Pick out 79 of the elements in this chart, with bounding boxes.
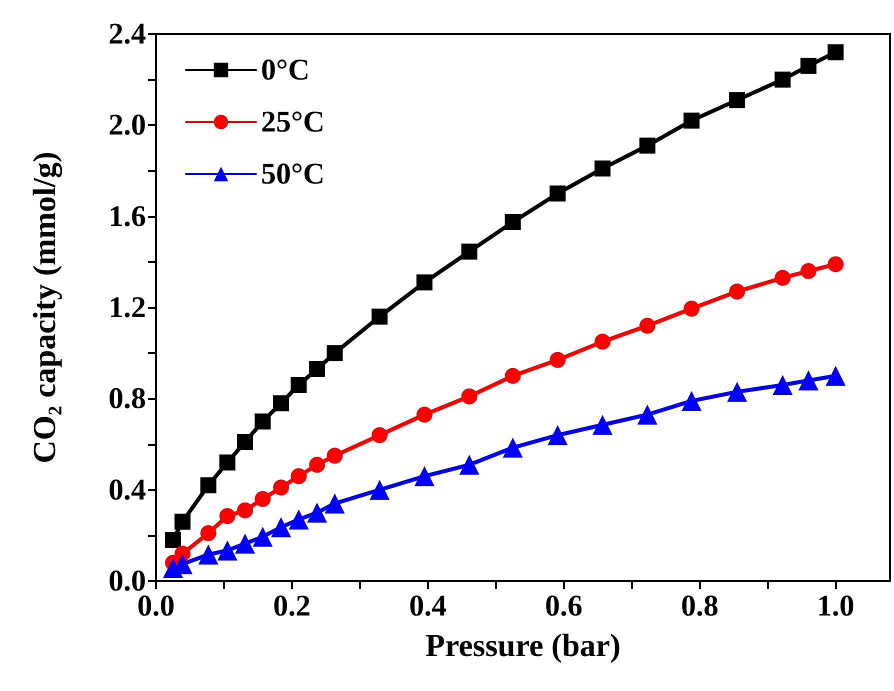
point [774, 72, 791, 88]
point [309, 456, 326, 473]
point [164, 532, 181, 548]
point [372, 427, 388, 444]
x-tick-label: 0.0 [137, 590, 175, 622]
point [727, 382, 748, 402]
point [684, 112, 700, 129]
point [504, 214, 521, 230]
point [639, 318, 656, 334]
point [550, 186, 566, 202]
point [461, 244, 478, 260]
y-tick-label: 2.4 [108, 18, 146, 50]
legend-label: 25°C [261, 106, 325, 138]
point [273, 395, 290, 412]
point [828, 44, 844, 60]
point [800, 263, 816, 280]
point [729, 284, 746, 300]
point [309, 361, 326, 378]
y-axis-title: CO₂ capacity (mmol/g) [26, 152, 63, 464]
point [200, 477, 216, 494]
point [219, 508, 236, 524]
point [219, 454, 236, 470]
x-tick-label: 0.4 [409, 590, 447, 622]
y-tick-label: 0.4 [108, 473, 146, 506]
point [326, 448, 343, 464]
point [235, 534, 256, 554]
point [254, 413, 271, 430]
point [237, 502, 254, 518]
x-tick-label: 0.8 [680, 590, 718, 622]
point [324, 494, 345, 514]
point [798, 370, 818, 390]
point [370, 480, 390, 500]
point [594, 160, 611, 176]
point [772, 374, 793, 395]
x-tick-label: 0.2 [273, 590, 311, 622]
point [459, 454, 480, 475]
point [200, 525, 216, 542]
point [548, 425, 568, 446]
legend-label: 0°C [261, 54, 310, 86]
point [502, 438, 523, 458]
point [271, 517, 292, 538]
point [217, 540, 238, 560]
point [826, 366, 846, 386]
point [254, 490, 271, 507]
y-tick-label: 1.2 [108, 291, 146, 324]
point [637, 404, 658, 425]
point [774, 270, 791, 286]
x-tick-label: 0.6 [545, 590, 583, 622]
point [682, 390, 702, 411]
legend-label: 50°C [261, 158, 325, 190]
point [729, 92, 746, 108]
point [273, 480, 290, 496]
point [290, 468, 307, 484]
point [550, 352, 566, 368]
x-tick-label: 1.0 [816, 590, 854, 622]
point [372, 308, 388, 325]
point [416, 274, 432, 290]
y-tick-label: 2.0 [108, 108, 146, 142]
point [592, 414, 613, 435]
point [594, 334, 611, 350]
point [288, 509, 309, 530]
point [684, 300, 700, 317]
y-tick-label: 0.8 [108, 382, 146, 416]
point [290, 376, 307, 393]
y-tick-label: 1.6 [108, 200, 146, 233]
point [416, 406, 432, 423]
point [639, 138, 656, 154]
point [504, 368, 521, 384]
point [307, 502, 328, 523]
point [174, 514, 191, 530]
point [414, 466, 434, 486]
point [828, 256, 844, 272]
point [326, 345, 343, 362]
point [252, 526, 273, 547]
x-axis-title: Pressure (bar) [425, 627, 621, 663]
point [461, 388, 478, 404]
point [800, 58, 816, 74]
point [198, 544, 218, 565]
point [237, 434, 254, 450]
